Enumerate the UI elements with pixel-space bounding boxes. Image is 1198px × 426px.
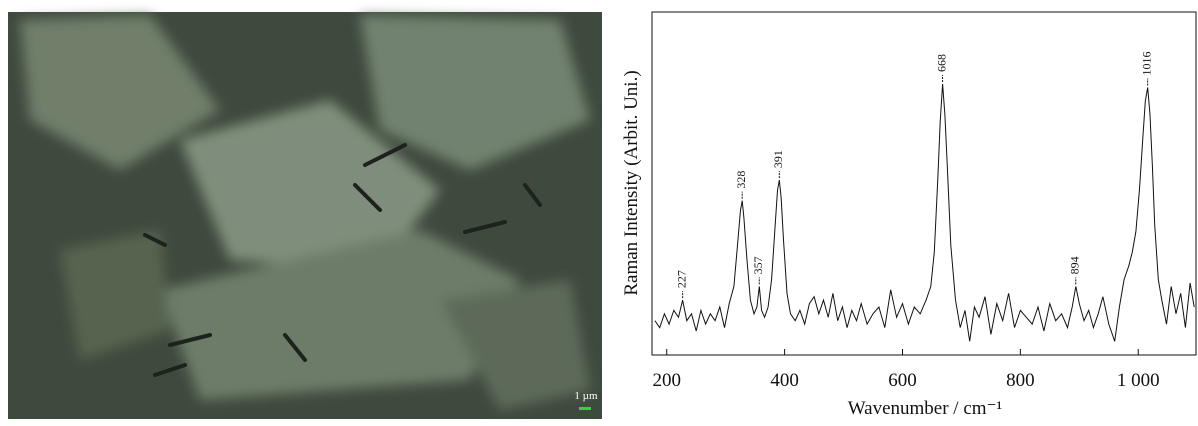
peak-label: 894 <box>1068 256 1082 274</box>
inclusion <box>153 363 187 377</box>
x-tick-label: 400 <box>770 370 799 391</box>
x-axis-label: Wavenumber / cm⁻¹ <box>848 398 1003 419</box>
peak-label: 227 <box>674 270 688 288</box>
inclusion <box>168 333 212 347</box>
micrograph: 1 µm <box>8 12 602 419</box>
y-axis-label: Raman Intensity (Arbit. Uni.) <box>621 70 642 295</box>
scale-bar-label: 1 µm <box>574 390 598 402</box>
grain <box>20 15 220 170</box>
spectrum-line <box>654 83 1195 342</box>
inclusion <box>523 183 542 207</box>
peak-label: 668 <box>934 54 948 72</box>
grains <box>20 15 590 410</box>
scale-bar <box>579 407 591 410</box>
grain <box>160 230 520 400</box>
inclusion <box>143 233 167 247</box>
grain <box>440 280 590 410</box>
peak-label: 357 <box>751 256 765 274</box>
plot-frame <box>651 11 1197 356</box>
peak-label: 1016 <box>1139 51 1153 75</box>
grain <box>180 100 440 270</box>
x-tick-label: 200 <box>652 370 681 391</box>
inclusion <box>463 220 507 234</box>
inclusion <box>283 333 307 362</box>
x-tick-label: 600 <box>888 370 917 391</box>
x-tick-label: 1 000 <box>1117 370 1160 391</box>
grain <box>60 230 170 360</box>
inclusions <box>143 143 542 377</box>
grain <box>360 15 590 170</box>
inclusion <box>363 143 407 167</box>
inclusion <box>353 183 382 212</box>
x-tick-label: 800 <box>1006 370 1035 391</box>
peak-label: 391 <box>771 150 785 168</box>
peak-label: 328 <box>734 171 748 189</box>
